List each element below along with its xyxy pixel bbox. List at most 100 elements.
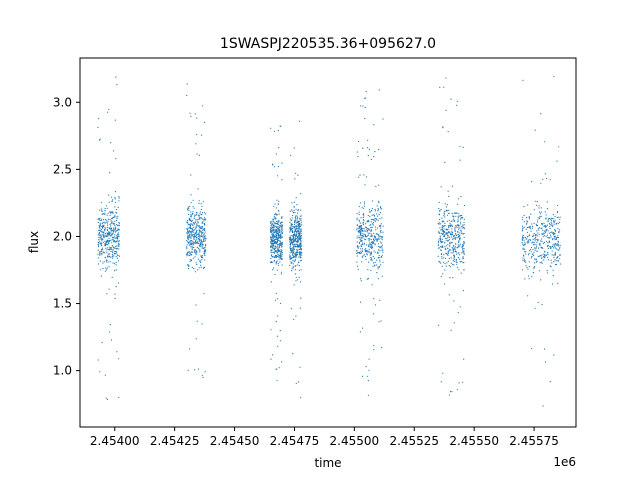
data-point — [365, 226, 368, 229]
data-point — [532, 235, 534, 237]
data-point — [200, 230, 202, 232]
data-point — [551, 262, 553, 264]
data-point — [541, 254, 543, 256]
data-point — [298, 269, 300, 271]
data-point — [552, 243, 554, 245]
data-point — [448, 236, 451, 238]
data-point — [278, 245, 280, 247]
data-point — [115, 201, 117, 203]
data-point — [521, 236, 524, 238]
data-point — [554, 229, 556, 231]
data-point — [115, 248, 117, 250]
data-point — [443, 235, 446, 237]
data-point — [368, 251, 370, 253]
data-point — [557, 260, 559, 262]
data-point — [188, 242, 190, 244]
data-point — [296, 238, 298, 240]
data-point — [277, 222, 279, 224]
data-point — [535, 244, 537, 246]
data-point — [451, 238, 453, 240]
data-point — [273, 240, 275, 242]
data-point — [188, 239, 190, 241]
data-point — [104, 245, 107, 247]
data-point — [536, 230, 538, 232]
data-point — [280, 258, 282, 260]
data-point — [292, 240, 295, 242]
data-point — [110, 142, 112, 144]
data-point — [289, 264, 291, 266]
data-point — [359, 238, 361, 240]
data-point — [298, 217, 300, 219]
data-point — [372, 241, 374, 243]
data-point — [367, 139, 369, 141]
data-point — [289, 244, 291, 246]
data-point — [294, 234, 296, 236]
data-point — [186, 240, 188, 242]
data-point — [368, 148, 370, 150]
data-point — [549, 225, 551, 228]
data-point — [444, 225, 446, 227]
data-point — [534, 129, 536, 131]
data-point — [362, 147, 364, 149]
data-point — [270, 230, 272, 232]
data-point — [115, 286, 117, 288]
data-point — [98, 234, 100, 236]
data-point — [109, 261, 111, 263]
data-point — [461, 214, 463, 217]
data-point — [280, 224, 282, 226]
data-point — [277, 315, 279, 317]
data-point — [361, 243, 364, 245]
data-point — [274, 247, 276, 250]
data-point — [292, 265, 294, 267]
data-point — [101, 231, 103, 233]
data-point — [443, 231, 445, 233]
data-point — [189, 252, 191, 254]
data-point — [543, 230, 546, 232]
data-point — [373, 257, 376, 259]
data-point — [276, 236, 278, 238]
data-point — [108, 201, 110, 203]
data-point — [380, 223, 382, 225]
data-point — [534, 238, 536, 240]
data-point — [291, 234, 293, 236]
data-point — [551, 245, 554, 248]
data-point — [102, 249, 104, 251]
data-point — [290, 262, 292, 264]
data-point — [559, 218, 561, 220]
data-point — [448, 265, 450, 267]
data-point — [546, 234, 549, 236]
data-point — [448, 249, 450, 251]
data-point — [458, 254, 461, 256]
data-point — [557, 237, 560, 239]
data-point — [192, 228, 194, 231]
data-point — [275, 217, 277, 219]
data-point — [299, 235, 301, 237]
data-point — [542, 233, 544, 236]
data-point — [299, 237, 301, 240]
data-point — [557, 240, 559, 242]
data-point — [118, 221, 120, 224]
data-point — [299, 219, 301, 221]
data-point — [201, 242, 203, 244]
data-point — [381, 256, 383, 258]
data-point — [114, 196, 116, 199]
data-point — [530, 213, 532, 215]
data-point — [108, 288, 110, 290]
data-point — [447, 252, 449, 254]
data-point — [291, 249, 294, 251]
data-point — [528, 266, 530, 268]
data-point — [100, 220, 102, 222]
data-point — [523, 237, 525, 239]
data-point — [553, 354, 555, 356]
data-point — [195, 231, 197, 233]
data-point — [366, 375, 369, 377]
data-point — [109, 172, 111, 174]
data-point — [110, 239, 112, 241]
data-point — [538, 211, 541, 213]
data-point — [363, 207, 365, 209]
data-point — [359, 235, 361, 237]
data-point — [281, 241, 283, 243]
data-point — [526, 266, 528, 269]
data-point — [194, 233, 196, 235]
data-point — [551, 283, 554, 285]
